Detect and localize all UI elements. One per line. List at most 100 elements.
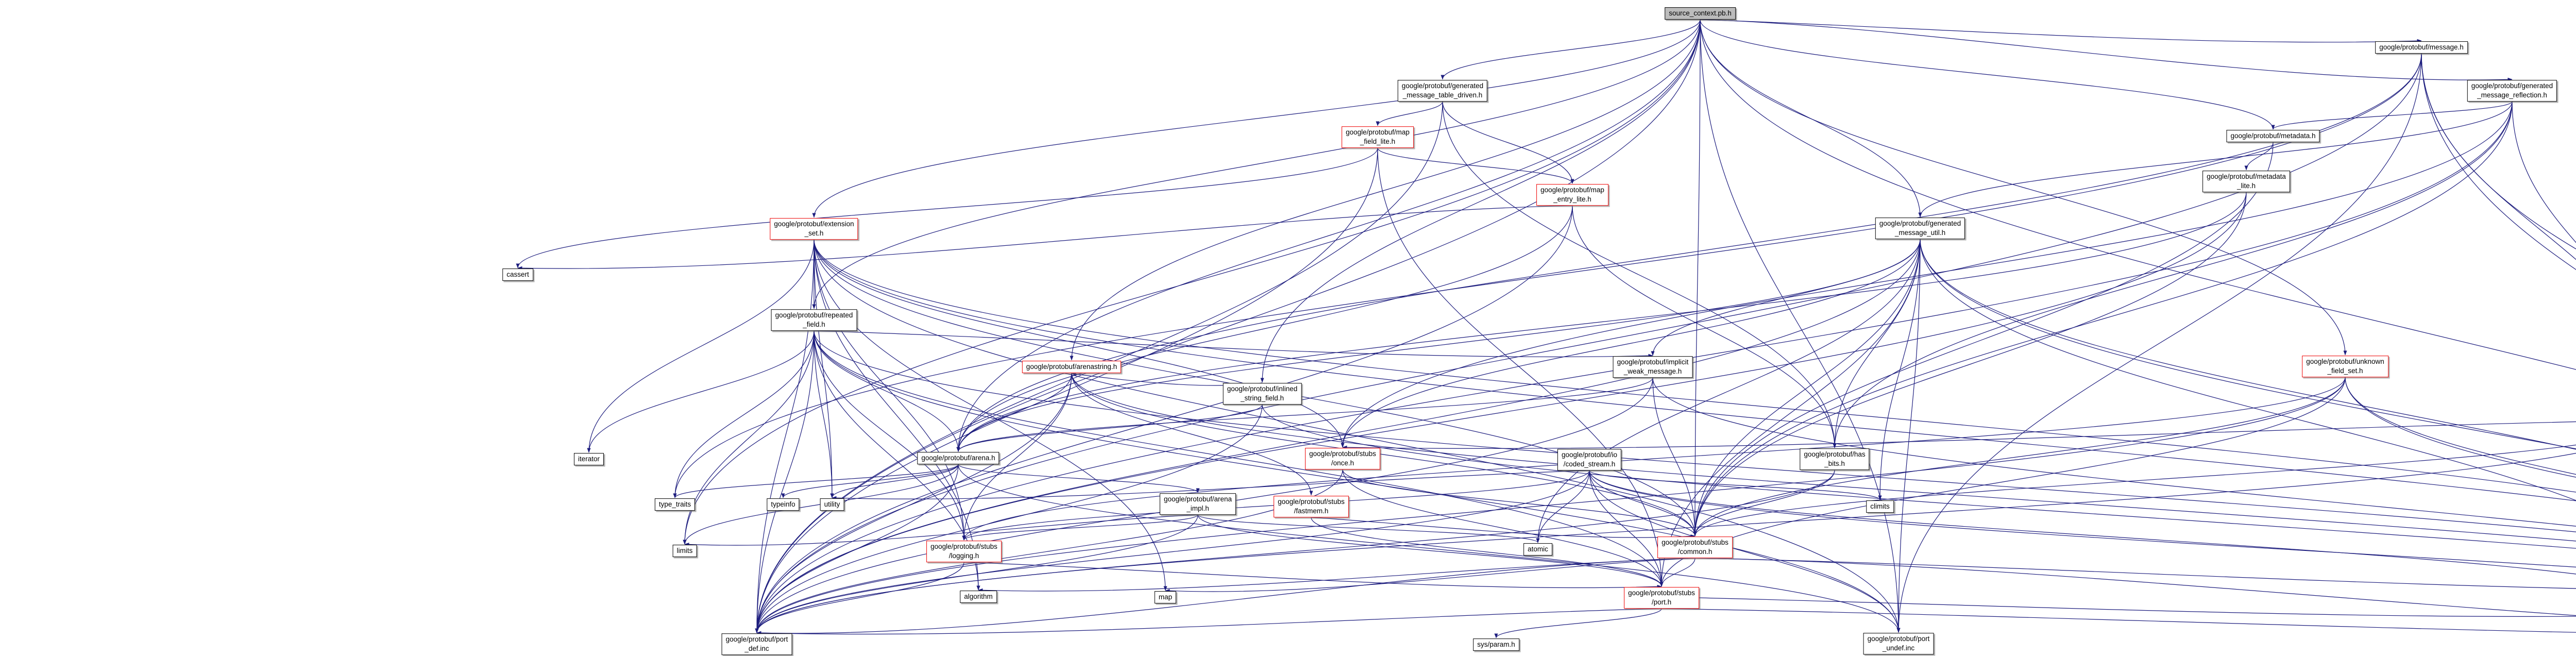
graph-node-iwm[interactable]: google/protobuf/implicit _weak_message.h (1613, 356, 1693, 378)
node-label-line: google/protobuf/arena (1163, 495, 1232, 503)
node-label-line: _string_field.h (1240, 394, 1284, 402)
node-label-line: _weak_message.h (1623, 367, 1682, 375)
include-edge-sport-assert (1699, 597, 2576, 617)
include-edge-repf-iwm (814, 330, 1653, 358)
node-label-line: google/protobuf/unknown (2306, 358, 2384, 366)
include-edge-repf-sport (814, 330, 1664, 587)
include-edge-coded-assert (1589, 470, 2576, 575)
include-edge-gmu-stringn (1920, 239, 2576, 449)
include-edge-root-repf (812, 19, 1701, 309)
graph-node-msg[interactable]: google/protobuf/message.h (2375, 41, 2468, 54)
node-label-line: /logging.h (948, 552, 979, 560)
graph-node-ufs[interactable]: google/protobuf/unknown _field_set.h (2302, 356, 2388, 377)
include-edge-astr-arena (956, 373, 1072, 452)
node-label-line: google/protobuf/metadata.h (2230, 132, 2316, 140)
include-edge-gmu-assert (1920, 239, 2576, 501)
graph-node-astr[interactable]: google/protobuf/arenastring.h (1022, 361, 1122, 373)
graph-node-ttraits[interactable]: type_traits (654, 498, 696, 511)
include-edge-gmu-iwm (1651, 239, 1921, 356)
node-label-line: _lite.h (2236, 182, 2256, 190)
graph-node-climits[interactable]: climits (1866, 500, 1894, 513)
include-edge-repf-stringn (814, 330, 2576, 532)
graph-node-extset[interactable]: google/protobuf/extension _set.h (770, 218, 858, 240)
include-edge-gmu-pdef (755, 239, 1921, 633)
graph-node-mapn[interactable]: map (1154, 591, 1177, 603)
node-label-line: limits (676, 547, 693, 555)
graph-node-gmr[interactable]: google/protobuf/generated _message_reflec… (2467, 80, 2557, 102)
graph-node-limits[interactable]: limits (672, 545, 697, 557)
graph-node-sport[interactable]: google/protobuf/stubs/port.h (1624, 587, 1699, 609)
graph-node-atomic[interactable]: atomic (1523, 543, 1552, 556)
include-edge-extset-logging (814, 239, 966, 541)
graph-node-cassert[interactable]: cassert (502, 268, 533, 281)
graph-node-common[interactable]: google/protobuf/stubs/common.h (1657, 536, 1733, 558)
include-edge-gmr-once (1341, 101, 2513, 448)
include-edge-root-pundef (1700, 19, 1901, 633)
graph-node-mdata[interactable]: google/protobuf/metadata.h (2226, 130, 2320, 142)
graph-node-fastmem[interactable]: google/protobuf/stubs/fastmem.h (1274, 496, 1349, 517)
include-edge-msg-vector (2421, 53, 2576, 270)
include-edge-coded-pdef (755, 470, 1590, 633)
include-edge-arena-pdef (755, 464, 959, 633)
node-label-line: _def.inc (744, 645, 769, 652)
include-edge-gmr-hasb (1833, 101, 2513, 448)
include-edge-ufs-vector (2345, 377, 2576, 475)
node-label-line: google/protobuf/implicit (1617, 358, 1689, 366)
graph-node-once[interactable]: google/protobuf/stubs/once.h (1305, 448, 1380, 469)
graph-node-sysparam[interactable]: sys/param.h (1473, 638, 1519, 651)
node-label-line: source_context.pb.h (1669, 9, 1732, 18)
include-edge-root-arena (956, 19, 1701, 452)
graph-node-isf[interactable]: google/protobuf/inlined _string_field.h (1223, 383, 1302, 405)
node-label-line: atomic (1528, 545, 1548, 553)
node-label-line: google/protobuf/arenastring.h (1026, 363, 1117, 371)
graph-node-hasb[interactable]: google/protobuf/has _bits.h (1800, 448, 1870, 470)
include-edge-desc-common (1693, 444, 2576, 536)
include-edge-arena-aimpl (958, 464, 1200, 493)
include-edge-iwm-arena (956, 377, 1653, 452)
graph-node-logging[interactable]: google/protobuf/stubs/logging.h (926, 541, 1002, 562)
graph-node-algo[interactable]: algorithm (960, 591, 997, 603)
include-edge-ufs-logging (962, 377, 2346, 541)
include-edge-gmu-vector (1920, 239, 2576, 450)
graph-node-util[interactable]: utility (820, 498, 844, 511)
node-label-line: google/protobuf/stubs (1662, 539, 1728, 547)
graph-node-pdef[interactable]: google/protobuf/port _def.inc (721, 633, 792, 655)
include-edge-astr-logging (962, 373, 1072, 541)
node-label-line: sys/param.h (1477, 641, 1515, 649)
node-label-line: /common.h (1677, 548, 1713, 556)
node-label-line: google/protobuf/map (1540, 186, 1604, 194)
graph-node-mdlite[interactable]: google/protobuf/metadata _lite.h (2202, 171, 2290, 192)
include-edge-gmu-once (1341, 239, 1921, 448)
include-edge-arena-ttraits (673, 464, 959, 498)
include-edge-common-vector (1694, 558, 2576, 589)
graph-node-tinfo[interactable]: typeinfo (767, 498, 800, 511)
include-edge-coded-common (1589, 470, 1697, 536)
node-label-line: google/protobuf/inlined (1227, 385, 1298, 393)
graph-node-gmu[interactable]: google/protobuf/generated _message_util.h (1875, 217, 1965, 239)
node-label-line: google/protobuf/message.h (2379, 43, 2464, 52)
include-edge-mfl-sport (1377, 147, 1664, 587)
graph-node-iter[interactable]: iterator (573, 453, 604, 465)
graph-node-coded[interactable]: google/protobuf/io/coded_stream.h (1557, 449, 1622, 470)
node-label-line: _field_set.h (2327, 367, 2363, 375)
graph-node-mel[interactable]: google/protobuf/map _entry_lite.h (1536, 184, 1608, 206)
graph-node-gmtd[interactable]: google/protobuf/generated _message_table_… (1397, 80, 1488, 102)
include-edge-root-common (1693, 19, 1701, 536)
include-edge-common-mapn (1165, 558, 1696, 593)
graph-node-pundef[interactable]: google/protobuf/port _undef.inc (1863, 633, 1934, 654)
include-edge-root-gmr (1700, 19, 2513, 81)
include-edge-once-sport (1342, 469, 1664, 587)
include-edge-astr-stringn (1071, 373, 2576, 542)
include-edge-root-astr (1070, 19, 1701, 361)
graph-node-mfl[interactable]: google/protobuf/map _field_lite.h (1342, 126, 1414, 148)
include-edge-gmr-mdata (2271, 101, 2513, 130)
graph-node-repf[interactable]: google/protobuf/repeated _field.h (771, 309, 857, 331)
graph-node-aimpl[interactable]: google/protobuf/arena _impl.h (1159, 493, 1236, 515)
include-edge-arena-pundef (958, 464, 1901, 633)
node-label-line: google/protobuf/map (1346, 128, 1410, 137)
include-edge-desc-once (1342, 421, 2576, 449)
include-edge-aimpl-limits (684, 514, 1198, 546)
include-edge-isf-pdef (755, 404, 1263, 633)
graph-node-arena[interactable]: google/protobuf/arena.h (917, 452, 999, 464)
